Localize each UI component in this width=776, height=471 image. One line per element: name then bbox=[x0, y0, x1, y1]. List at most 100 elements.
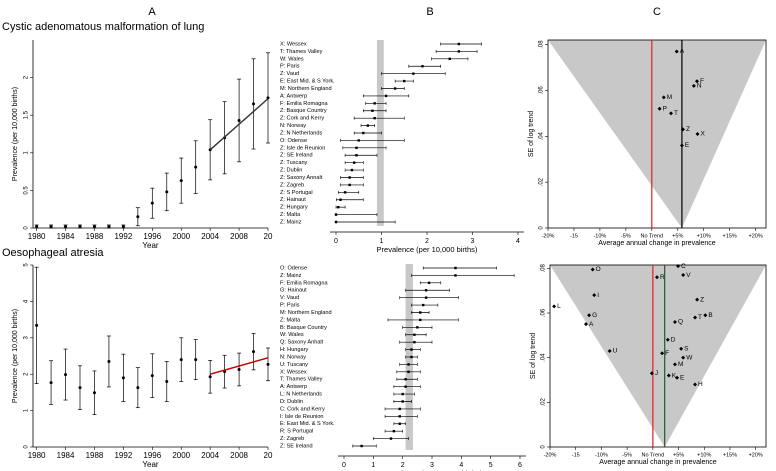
estimate bbox=[457, 42, 461, 46]
estimate bbox=[392, 429, 396, 433]
point-label: K bbox=[672, 372, 677, 379]
estimate bbox=[384, 94, 388, 98]
row-label: Z: Zagreb bbox=[280, 182, 304, 188]
point bbox=[64, 224, 68, 228]
row-label: Z: Hungary bbox=[280, 205, 308, 211]
estimate bbox=[419, 318, 422, 322]
estimate bbox=[419, 311, 422, 314]
estimate bbox=[357, 139, 360, 142]
point bbox=[592, 293, 597, 298]
point bbox=[675, 375, 680, 380]
row-label: R: S Portugal bbox=[280, 429, 313, 435]
point bbox=[237, 118, 241, 122]
estimate bbox=[407, 363, 410, 366]
point-label: U bbox=[613, 348, 618, 355]
y-tick-label: .08 bbox=[539, 40, 545, 49]
point bbox=[681, 273, 686, 278]
x-tick-label: 1 bbox=[380, 238, 384, 245]
point-label: D bbox=[671, 337, 676, 344]
x-tick-label: 6 bbox=[518, 462, 522, 469]
y-tick-label: 0 bbox=[539, 226, 545, 230]
y-tick-label: .04 bbox=[539, 131, 545, 140]
point bbox=[252, 102, 256, 106]
point bbox=[78, 386, 82, 390]
x-tick-label: 2004 bbox=[201, 232, 219, 241]
point bbox=[35, 323, 39, 327]
estimate bbox=[424, 289, 428, 292]
point bbox=[694, 79, 699, 84]
point-label: A bbox=[589, 321, 594, 328]
estimate bbox=[366, 124, 370, 127]
x-tick-label: 3 bbox=[430, 462, 434, 469]
y-tick-label: 0 bbox=[541, 445, 547, 449]
row-label: T: Thames Valley bbox=[280, 377, 323, 383]
estimate bbox=[401, 400, 404, 403]
estimate bbox=[421, 65, 424, 68]
y-tick-label: 1 bbox=[24, 150, 30, 154]
point bbox=[121, 376, 125, 380]
estimate bbox=[393, 87, 397, 90]
row-label: P: Paris bbox=[280, 64, 300, 70]
row-label: Z: Saxony Annalt bbox=[280, 175, 323, 181]
estimate bbox=[373, 116, 376, 120]
estimate bbox=[448, 57, 451, 61]
point-label: E bbox=[685, 142, 690, 149]
point bbox=[666, 373, 671, 378]
y-tick-label: 1 bbox=[24, 408, 30, 412]
point bbox=[695, 132, 700, 136]
estimate bbox=[350, 168, 354, 172]
x-tick-label: +5% bbox=[673, 452, 684, 458]
point bbox=[136, 215, 140, 219]
row-label: O: Odense bbox=[280, 138, 307, 144]
estimate bbox=[373, 102, 376, 105]
x-axis-label: Average annual change in prevalence bbox=[599, 459, 717, 466]
estimate bbox=[398, 407, 401, 411]
point bbox=[552, 304, 557, 309]
y-tick-label: .08 bbox=[541, 264, 547, 273]
estimate bbox=[403, 79, 406, 83]
estimate bbox=[348, 176, 351, 179]
point-label: Z bbox=[686, 126, 690, 133]
point bbox=[693, 315, 698, 320]
estimate bbox=[355, 146, 358, 150]
row-label: I: Isle de Reunion bbox=[280, 414, 324, 420]
x-tick-label: 1980 bbox=[28, 451, 46, 460]
trend-line bbox=[209, 357, 269, 375]
row-label: X: Wessex bbox=[280, 41, 307, 47]
estimate bbox=[454, 266, 457, 270]
point bbox=[179, 358, 183, 362]
estimate bbox=[407, 370, 410, 374]
point-label: F bbox=[665, 350, 669, 357]
point bbox=[584, 322, 588, 327]
point bbox=[179, 179, 183, 183]
row-label: M: Northern England bbox=[280, 310, 332, 316]
estimate bbox=[398, 422, 401, 425]
point-label: H bbox=[698, 381, 703, 388]
y-tick-label: 0 bbox=[24, 226, 30, 230]
point bbox=[674, 49, 679, 54]
x-tick-label: 2008 bbox=[230, 232, 248, 241]
y-tick-label: 2 bbox=[24, 75, 30, 79]
point-label: M bbox=[678, 361, 683, 368]
funnel bbox=[548, 40, 766, 228]
point bbox=[64, 373, 68, 377]
x-tick-label: 0 bbox=[334, 238, 338, 245]
x-tick-label: 2008 bbox=[230, 451, 248, 460]
point-label: V bbox=[686, 272, 691, 279]
row-label: T: Thames Valley bbox=[280, 49, 323, 55]
estimate bbox=[413, 340, 416, 344]
x-tick-label: +10% bbox=[697, 452, 711, 458]
point bbox=[49, 381, 53, 385]
y-tick-label: .02 bbox=[541, 398, 547, 407]
row-label: F: Emilia Romagna bbox=[280, 280, 328, 286]
estimate bbox=[416, 326, 419, 329]
x-tick-label: 20 bbox=[264, 232, 273, 241]
estimate bbox=[410, 348, 413, 351]
estimate bbox=[412, 72, 415, 75]
estimate bbox=[454, 274, 457, 277]
point bbox=[194, 165, 198, 169]
row-label: W: Wales bbox=[280, 56, 304, 62]
row-label: Z: SE Ireland bbox=[280, 443, 313, 449]
point bbox=[136, 386, 140, 390]
point bbox=[669, 111, 674, 116]
